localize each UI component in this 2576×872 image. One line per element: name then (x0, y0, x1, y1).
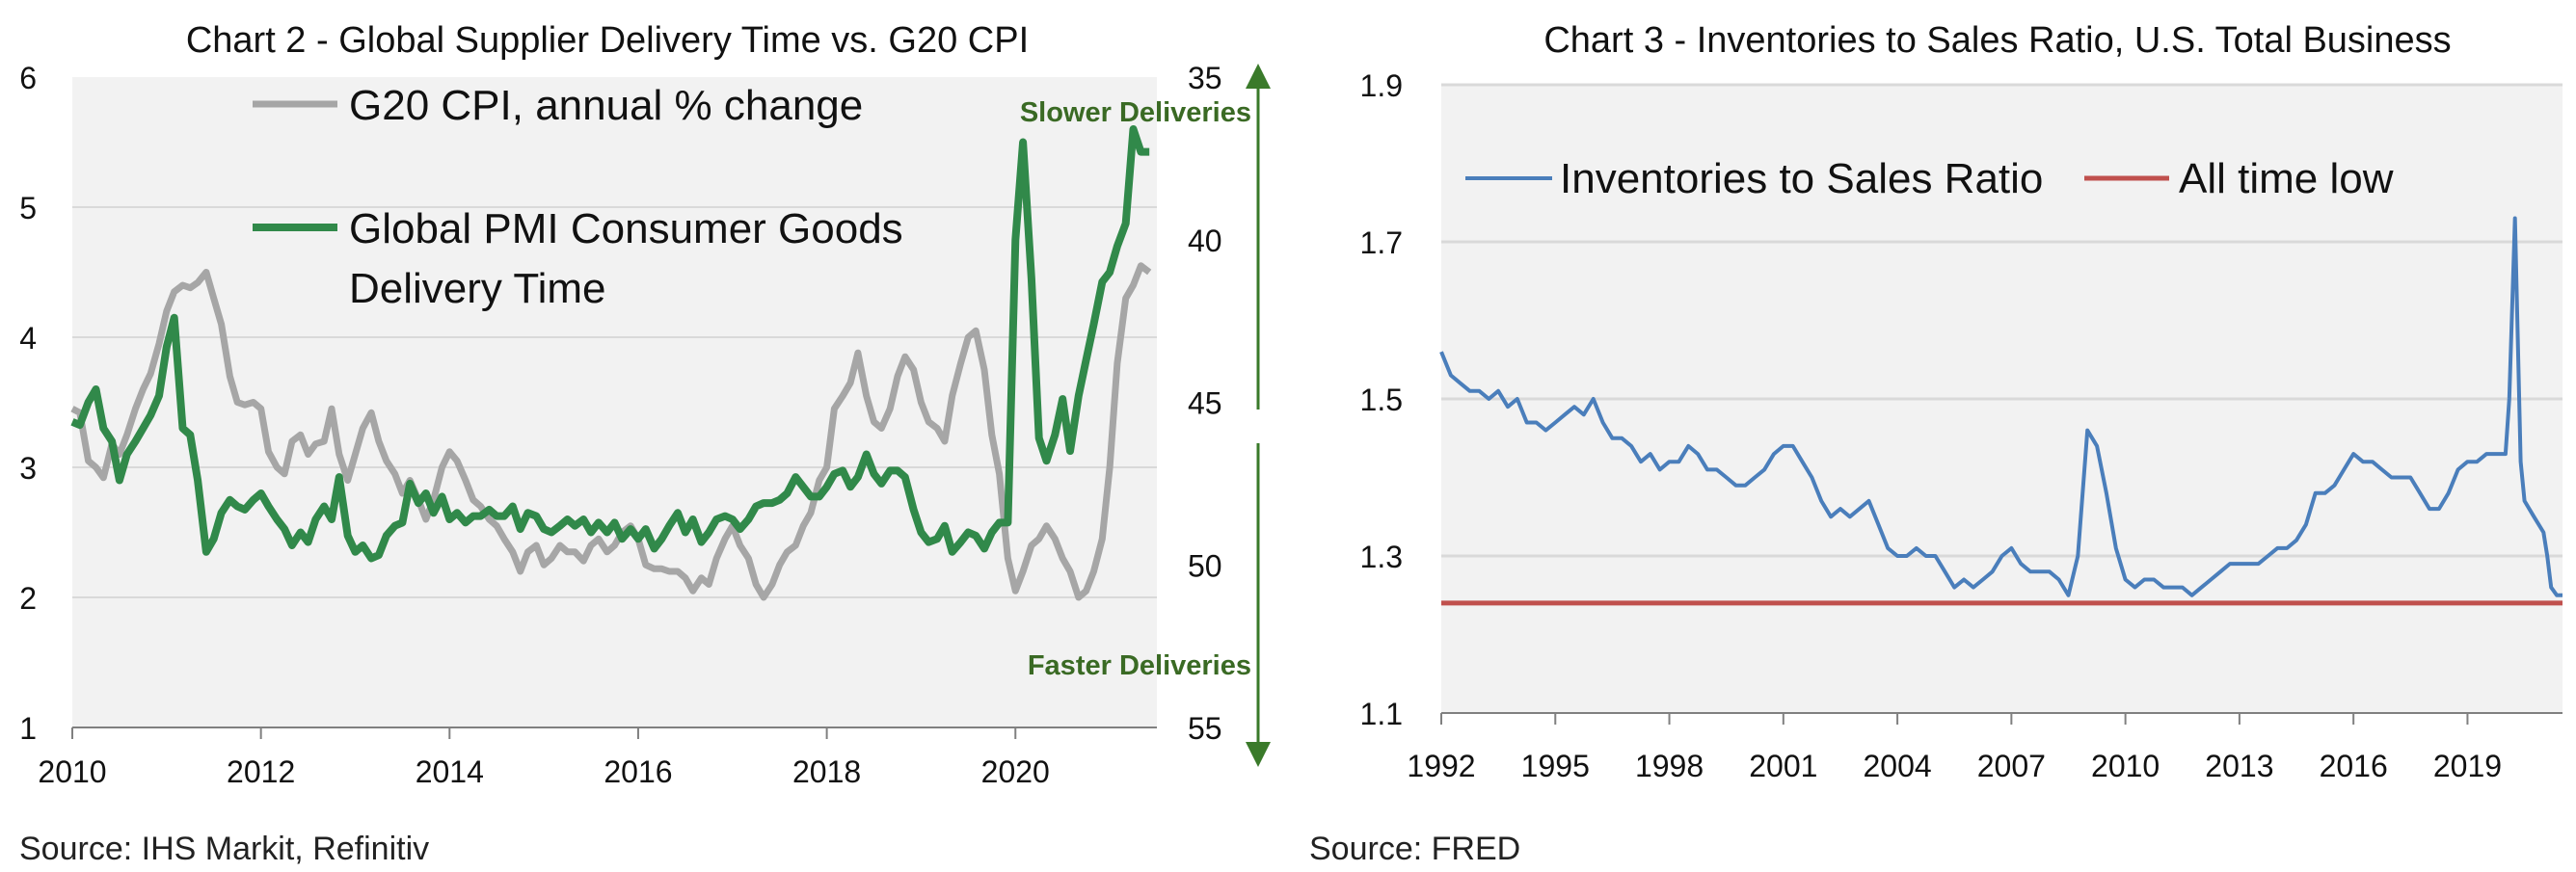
annotation-faster: Faster Deliveries (1028, 650, 1251, 681)
y-tick-label: 1.5 (1360, 383, 1403, 417)
x-tick-label: 2010 (2091, 749, 2160, 783)
x-tick-label: 2019 (2433, 749, 2502, 783)
y-right-tick-label: 40 (1188, 224, 1222, 258)
series-line-pmi-delivery-time (70, 125, 1150, 563)
y-left-tick-label: 4 (19, 321, 37, 356)
x-tick-label: 1995 (1521, 749, 1590, 783)
x-tick-label: 2010 (38, 754, 106, 789)
y-right-tick-label: 50 (1188, 548, 1222, 583)
y-left-tick-label: 6 (19, 61, 37, 95)
series-line-inventories-ratio (1439, 216, 2563, 597)
y-tick-label: 1.7 (1360, 225, 1403, 260)
source-note-left: Source: IHS Markit, Refinitiv (19, 831, 430, 867)
x-tick-label: 2004 (1863, 749, 1931, 783)
legend-label-g20-cpi: G20 CPI, annual % change (349, 82, 863, 129)
chart-3: 1.1 1.3 1.5 1.7 1.9 1992 1995 1998 2001 2004 2007 2… (1360, 20, 2563, 783)
source-note-right: Source: FRED (1309, 831, 1521, 867)
x-tick-label: 2016 (604, 754, 672, 789)
x-tick-label: 1992 (1407, 749, 1475, 783)
legend-label-pmi: Global PMI Consumer Goods Delivery Time (349, 205, 903, 312)
y-tick-label: 1.9 (1360, 68, 1403, 103)
y-tick-label: 1.1 (1360, 697, 1403, 731)
x-tick-label: 2014 (416, 754, 484, 789)
y-left-tick-label: 3 (19, 451, 37, 486)
y-tick-label: 1.3 (1360, 540, 1403, 574)
legend-label-inventories: Inventories to Sales Ratio (1560, 155, 2043, 202)
y-left-tick-label: 1 (19, 711, 37, 746)
y-right-tick-label: 45 (1188, 386, 1222, 421)
annotation-slower: Slower Deliveries (1020, 97, 1251, 128)
y-left-tick-label: 2 (19, 581, 37, 616)
x-tick-label: 1998 (1635, 749, 1704, 783)
y-left-tick-label: 5 (19, 191, 37, 225)
arrow-down-icon (1246, 742, 1271, 767)
x-tick-label: 2007 (1977, 749, 2046, 783)
y-right-tick-label: 55 (1188, 711, 1222, 746)
x-tick-label: 2020 (981, 754, 1050, 789)
chart-2-title: Chart 2 - Global Supplier Delivery Time … (186, 20, 1029, 61)
x-tick-label: 2016 (2320, 749, 2388, 783)
x-tick-label: 2012 (227, 754, 295, 789)
arrow-up-icon (1246, 64, 1271, 89)
x-tick-label: 2001 (1749, 749, 1817, 783)
x-tick-label: 2018 (792, 754, 861, 789)
legend-label-all-time-low: All time low (2179, 155, 2394, 202)
series-line-g20-cpi (70, 262, 1152, 601)
x-tick-label: 2013 (2205, 749, 2273, 783)
chart-3-title: Chart 3 - Inventories to Sales Ratio, U.… (1543, 20, 2451, 61)
y-right-tick-label: 35 (1188, 61, 1222, 95)
